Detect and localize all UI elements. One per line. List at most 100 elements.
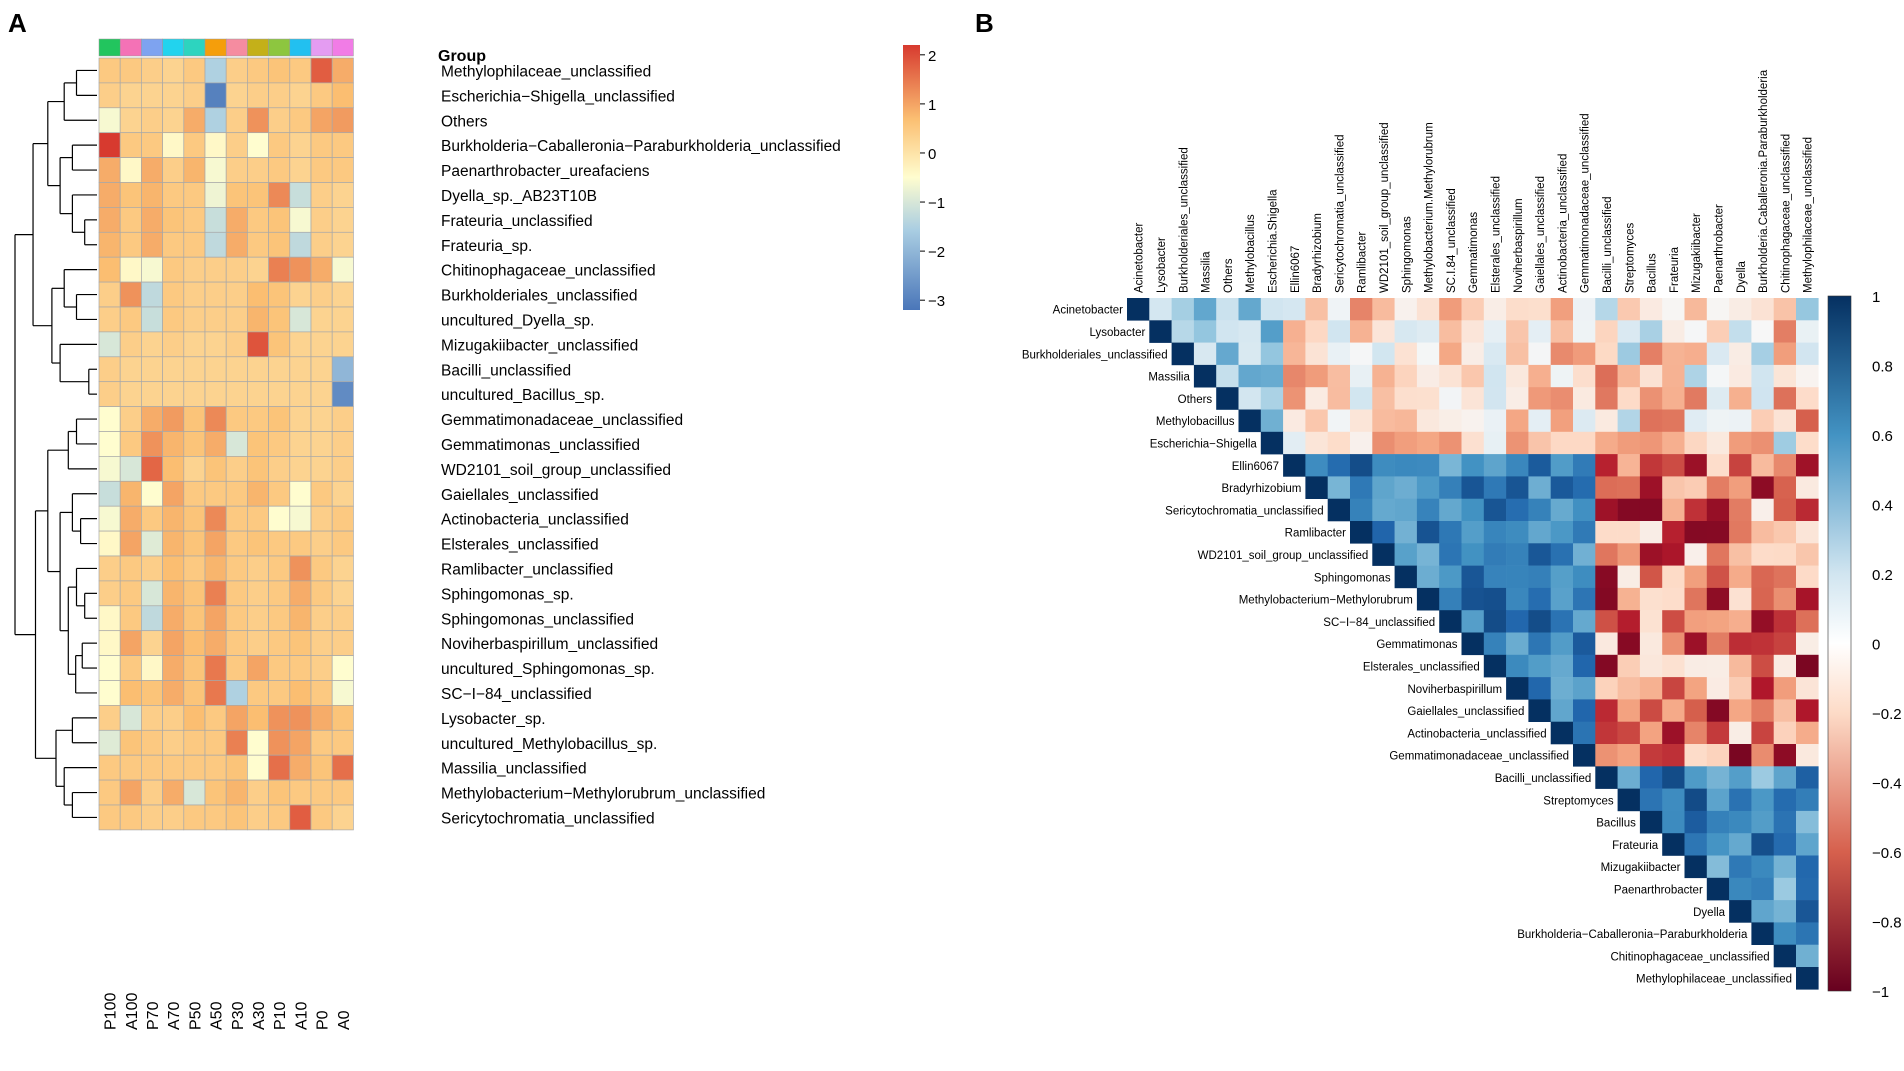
heatmap-cell bbox=[247, 231, 269, 258]
correlation-cell bbox=[1461, 298, 1485, 321]
correlation-cell bbox=[1528, 654, 1551, 678]
heatmap-cell bbox=[268, 680, 291, 706]
heatmap-cell bbox=[141, 182, 163, 208]
heatmap-cell bbox=[289, 630, 312, 656]
correlation-cell bbox=[1416, 454, 1440, 477]
correlation-column-label: WD2101_soil_group_unclassified bbox=[1379, 122, 1391, 293]
correlation-cell bbox=[1773, 320, 1797, 343]
correlation-cell bbox=[1461, 565, 1485, 589]
heatmap-cell bbox=[141, 57, 163, 84]
heatmap-cell bbox=[268, 207, 291, 233]
correlation-row-label: Burkholderia−Caballeronia−Paraburkholder… bbox=[1517, 929, 1748, 941]
correlation-cell bbox=[1751, 476, 1774, 499]
correlation-cell bbox=[1528, 610, 1551, 633]
correlation-column-label: Sericytochromatia_unclassified bbox=[1334, 134, 1346, 293]
heatmap-cell bbox=[204, 107, 227, 134]
correlation-column-label: Sphingomonas bbox=[1401, 216, 1413, 293]
correlation-cell bbox=[1171, 342, 1195, 366]
correlation-cell bbox=[1662, 342, 1685, 366]
correlation-cell bbox=[1617, 387, 1641, 410]
heatmap-cell bbox=[183, 729, 206, 756]
correlation-cell bbox=[1283, 320, 1306, 343]
correlation-cell bbox=[1550, 699, 1574, 722]
heatmap-cell bbox=[162, 256, 185, 283]
correlation-cell bbox=[1796, 298, 1819, 321]
correlation-cell bbox=[1662, 699, 1685, 722]
correlation-cell bbox=[1639, 409, 1663, 433]
color-legend-a: 2 1 0 −1 −2 −3 bbox=[903, 45, 945, 310]
correlation-cell bbox=[1706, 342, 1730, 366]
correlation-cell bbox=[1483, 565, 1507, 589]
correlation-cell bbox=[1350, 498, 1373, 522]
heatmap-cell bbox=[204, 306, 227, 333]
heatmap-cell bbox=[331, 431, 354, 457]
correlation-cell bbox=[1595, 744, 1618, 767]
heatmap-cell bbox=[331, 256, 354, 283]
correlation-cell bbox=[1416, 387, 1440, 410]
legend-tick-label: −2 bbox=[928, 244, 945, 261]
row-label: Frateuria_sp. bbox=[441, 238, 532, 255]
correlation-cell bbox=[1796, 766, 1819, 789]
correlation-cell bbox=[1394, 498, 1418, 522]
correlation-cell bbox=[1238, 298, 1262, 321]
correlation-cell bbox=[1773, 431, 1797, 455]
correlation-cell bbox=[1305, 387, 1328, 410]
correlation-cell bbox=[1729, 387, 1752, 410]
heatmap-cell bbox=[183, 456, 206, 482]
heatmap-cell bbox=[162, 157, 185, 183]
heatmap-cell bbox=[247, 406, 269, 432]
correlation-cell bbox=[1506, 610, 1529, 633]
correlation-cell bbox=[1461, 431, 1485, 455]
correlation-cell bbox=[1528, 476, 1551, 499]
heatmap-cell bbox=[310, 655, 333, 681]
row-label: Methylobacterium−Methylorubrum_unclassif… bbox=[441, 786, 765, 803]
correlation-cell bbox=[1483, 409, 1507, 433]
row-label: Sericytochromatia_unclassified bbox=[441, 810, 655, 827]
correlation-column-label: Lysobacter bbox=[1156, 237, 1168, 293]
correlation-cell bbox=[1639, 498, 1663, 522]
correlation-cell bbox=[1171, 298, 1195, 321]
correlation-cell bbox=[1439, 565, 1462, 589]
correlation-cell bbox=[1350, 409, 1373, 433]
correlation-cell bbox=[1550, 298, 1574, 321]
correlation-cell bbox=[1394, 298, 1418, 321]
correlation-column-label: Gemmatimonas bbox=[1468, 212, 1480, 293]
heatmap-cell bbox=[183, 804, 206, 831]
correlation-cell bbox=[1394, 565, 1418, 589]
correlation-row-label: Others bbox=[1178, 394, 1213, 406]
correlation-cell bbox=[1439, 320, 1462, 343]
correlation-cell bbox=[1550, 632, 1574, 656]
heatmap-cell bbox=[204, 530, 227, 557]
correlation-cell bbox=[1796, 342, 1819, 366]
heatmap-cell bbox=[289, 256, 312, 283]
correlation-cell bbox=[1684, 543, 1708, 566]
correlation-cell bbox=[1327, 298, 1351, 321]
row-label: Others bbox=[441, 113, 488, 130]
correlation-row-label: Actinobacteria_unclassified bbox=[1407, 728, 1546, 740]
heatmap-cell bbox=[162, 655, 185, 681]
correlation-column-label: Paenarthrobacter bbox=[1713, 204, 1725, 293]
correlation-cell bbox=[1573, 298, 1596, 321]
heatmap-cell bbox=[183, 406, 206, 432]
correlation-cell bbox=[1662, 654, 1685, 678]
correlation-cell bbox=[1528, 565, 1551, 589]
correlation-cell bbox=[1506, 364, 1529, 388]
heatmap-cell bbox=[289, 431, 312, 457]
correlation-cell bbox=[1684, 833, 1708, 856]
correlation-cell bbox=[1573, 498, 1596, 522]
heatmap-cell bbox=[247, 680, 269, 706]
heatmap-cell bbox=[141, 505, 163, 532]
correlation-cell bbox=[1706, 677, 1730, 700]
heatmap-cell bbox=[225, 406, 248, 432]
correlation-cell bbox=[1439, 476, 1462, 499]
correlation-cell bbox=[1684, 342, 1708, 366]
heatmap-cell bbox=[98, 207, 121, 233]
heatmap-cell bbox=[204, 281, 227, 308]
correlation-cell bbox=[1706, 431, 1730, 455]
row-label: Actinobacteria_unclassified bbox=[441, 512, 629, 529]
correlation-column-label: Elsterales_unclassified bbox=[1490, 176, 1502, 293]
row-label: Dyella_sp._AB23T10B bbox=[441, 188, 597, 205]
group-swatch-P10 bbox=[268, 38, 291, 57]
correlation-cell bbox=[1617, 521, 1641, 544]
correlation-cell bbox=[1483, 342, 1507, 366]
